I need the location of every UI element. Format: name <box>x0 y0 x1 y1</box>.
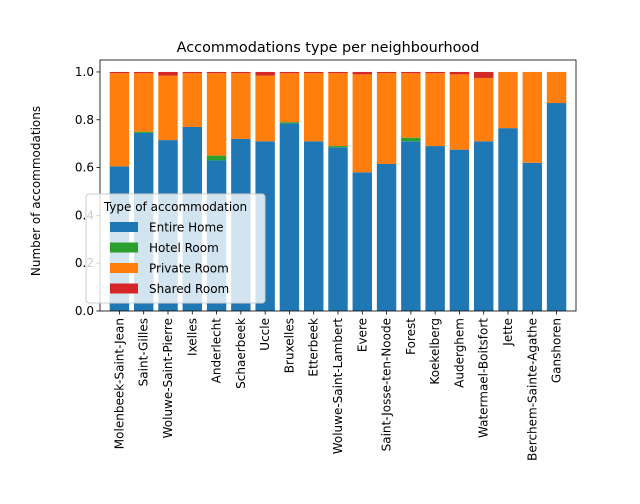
bar-segment <box>206 73 227 156</box>
bar-segment <box>401 141 421 311</box>
legend-title: Type of accommodation <box>103 200 247 214</box>
legend-swatch <box>110 263 138 273</box>
bar-segment <box>376 71 397 74</box>
bar-segment <box>231 73 251 139</box>
bar-segment <box>206 155 227 161</box>
x-tick-label: Etterbeek <box>307 318 321 377</box>
y-tick-label: 0.0 <box>75 304 94 318</box>
bar-segment <box>546 103 567 311</box>
bar-segment <box>328 73 348 147</box>
bar-segment <box>352 71 372 75</box>
bar-segment <box>182 73 202 127</box>
bar-segment <box>401 71 421 74</box>
bar-segment <box>376 73 397 164</box>
legend-label: Hotel Room <box>149 241 219 255</box>
bar-segment <box>109 71 130 74</box>
legend-frame <box>85 193 266 304</box>
x-tick-label: Anderlecht <box>210 318 224 384</box>
bar-segment <box>109 73 130 167</box>
bar-segment <box>522 71 542 163</box>
bar-segment <box>328 147 348 311</box>
chart-title: Accommodations type per neighbourhood <box>177 40 480 56</box>
bar-segment <box>328 146 348 148</box>
bar-segment <box>206 71 227 74</box>
bar-segment <box>522 162 542 311</box>
x-tick-label: Woluwe-Saint-Pierre <box>161 318 175 438</box>
bar-segment <box>134 71 154 74</box>
bar-segment <box>279 122 300 124</box>
bar-segment <box>158 75 178 141</box>
x-tick-label: Ganshoren <box>550 318 564 383</box>
bar-segment <box>279 123 300 311</box>
x-tick-label: Uccle <box>258 318 272 351</box>
bar-segment <box>328 71 348 74</box>
x-tick-label: Auderghem <box>452 318 466 388</box>
x-tick-label: Saint-Gilles <box>137 318 151 386</box>
legend-swatch <box>110 222 138 232</box>
x-tick-label: Koekelberg <box>428 318 442 385</box>
bar-segment <box>401 137 421 142</box>
y-tick-label: 0.6 <box>75 161 94 175</box>
legend-label: Shared Room <box>149 282 229 296</box>
bar-segment <box>498 128 518 311</box>
bar-segment <box>449 74 470 150</box>
bar-segment <box>425 71 445 74</box>
bar-segment <box>376 163 397 311</box>
bar-segment <box>182 71 202 74</box>
x-tick-label: Saint-Josse-ten-Noode <box>380 318 394 451</box>
x-tick-label: Bruxelles <box>282 318 296 373</box>
y-tick-label: 1.0 <box>75 65 94 79</box>
legend-entries: Entire Home Hotel Room Private Room Shared … <box>110 221 229 296</box>
bar-segment <box>134 73 154 132</box>
y-axis-label: Number of accommodations <box>29 106 43 276</box>
bar-segment <box>304 73 324 142</box>
legend: Type of accommodation Entire Home Hotel R… <box>85 193 266 304</box>
bar-segment <box>449 71 470 75</box>
bar-segment <box>474 77 494 142</box>
bar-segment <box>449 149 470 311</box>
bar-segment <box>279 71 300 74</box>
y-tick-label: 0.8 <box>75 113 94 127</box>
x-tick-label: Jette <box>501 318 515 347</box>
bar-segment <box>158 71 178 76</box>
bar-segment <box>425 146 445 311</box>
bar-segment <box>231 71 251 74</box>
legend-swatch <box>110 242 138 253</box>
x-tick-label: Woluwe-Saint-Lambert <box>331 318 345 455</box>
x-tick-label: Ixelles <box>185 318 199 356</box>
bar-segment <box>425 73 445 147</box>
x-tick-label: Watermael-Boitsfort <box>477 318 491 438</box>
bar-segment <box>304 71 324 74</box>
bar-segment <box>352 74 372 173</box>
legend-label: Entire Home <box>149 221 224 235</box>
legend-label: Private Room <box>149 262 229 276</box>
bar-segment <box>352 172 372 311</box>
bar-segment <box>474 71 494 78</box>
bar-segment <box>279 73 300 123</box>
bar-segment <box>498 71 518 129</box>
x-tick-label: Schaerbeek <box>234 318 248 389</box>
bar-segment <box>401 73 421 138</box>
bar-segment <box>304 141 324 311</box>
bar-segment <box>255 71 275 76</box>
bar-segment <box>546 71 567 104</box>
bar-segment <box>474 141 494 311</box>
x-tick-label: Berchem-Sainte-Agathe <box>525 318 539 461</box>
bar-segment <box>134 131 154 133</box>
x-tick-label: Molenbeek-Saint-Jean <box>112 318 126 449</box>
x-tick-label: Evere <box>355 318 369 352</box>
bar-segment <box>255 75 275 142</box>
x-tick-label: Forest <box>404 318 418 355</box>
legend-swatch <box>110 283 138 294</box>
